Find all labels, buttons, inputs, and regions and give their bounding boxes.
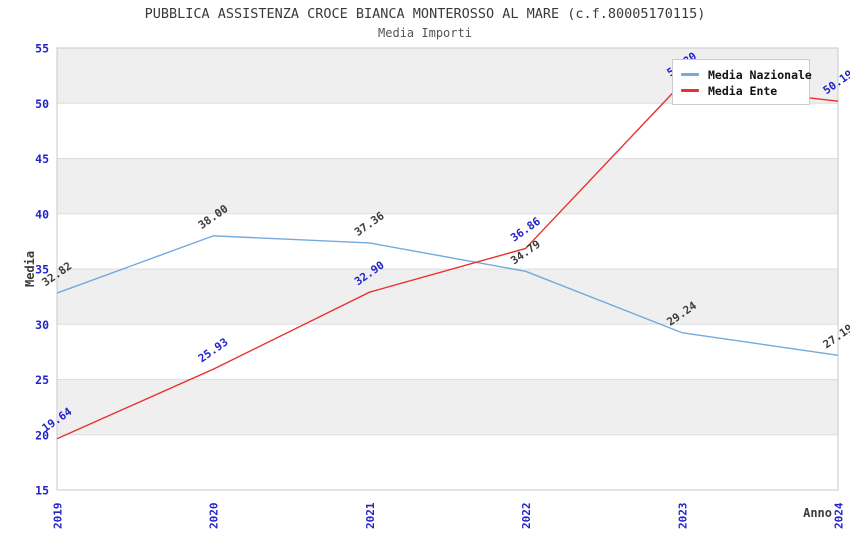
x-tick-label: 2024 [833, 502, 846, 529]
chart-title: PUBBLICA ASSISTENZA CROCE BIANCA MONTERO… [144, 6, 706, 22]
y-tick-label: 15 [35, 484, 49, 498]
x-tick-label: 2021 [364, 502, 377, 529]
y-tick-label: 20 [35, 428, 49, 442]
x-tick-label: 2022 [520, 503, 533, 530]
y-axis-title: Media [23, 251, 37, 287]
legend-swatch-media-nazionale-icon [681, 73, 699, 76]
y-tick-label: 50 [35, 97, 49, 111]
legend-item-media-nazionale: Media Nazionale [681, 67, 812, 82]
x-axis-title: Anno [803, 506, 832, 520]
plot-band [57, 158, 838, 214]
y-tick-label: 25 [35, 373, 49, 387]
y-tick-label: 55 [35, 42, 49, 56]
plot-band [57, 324, 838, 380]
legend-label-media-nazionale: Media Nazionale [708, 67, 812, 82]
y-tick-label: 30 [35, 318, 49, 332]
x-tick-label: 2020 [208, 503, 221, 530]
series-line-media-nazionale [56, 235, 839, 356]
legend-swatch-media-ente-icon [681, 89, 699, 92]
legend-item-media-ente: Media Ente [681, 83, 801, 98]
plot-band [57, 103, 838, 159]
plot-band [57, 269, 838, 325]
plot-band [57, 379, 838, 435]
y-tick-label: 40 [35, 207, 49, 221]
x-tick-label: 2023 [676, 503, 689, 530]
x-tick-label: 2019 [52, 503, 65, 530]
plot-band [57, 434, 838, 490]
plot-band [57, 213, 838, 269]
y-tick-label: 45 [35, 152, 49, 166]
plot-border [56, 47, 839, 491]
chart-legend: Media Nazionale Media Ente [672, 59, 812, 105]
y-tick-label: 35 [35, 263, 49, 277]
chart-subtitle: Media Importi [378, 26, 472, 40]
legend-label-media-ente: Media Ente [708, 83, 778, 98]
